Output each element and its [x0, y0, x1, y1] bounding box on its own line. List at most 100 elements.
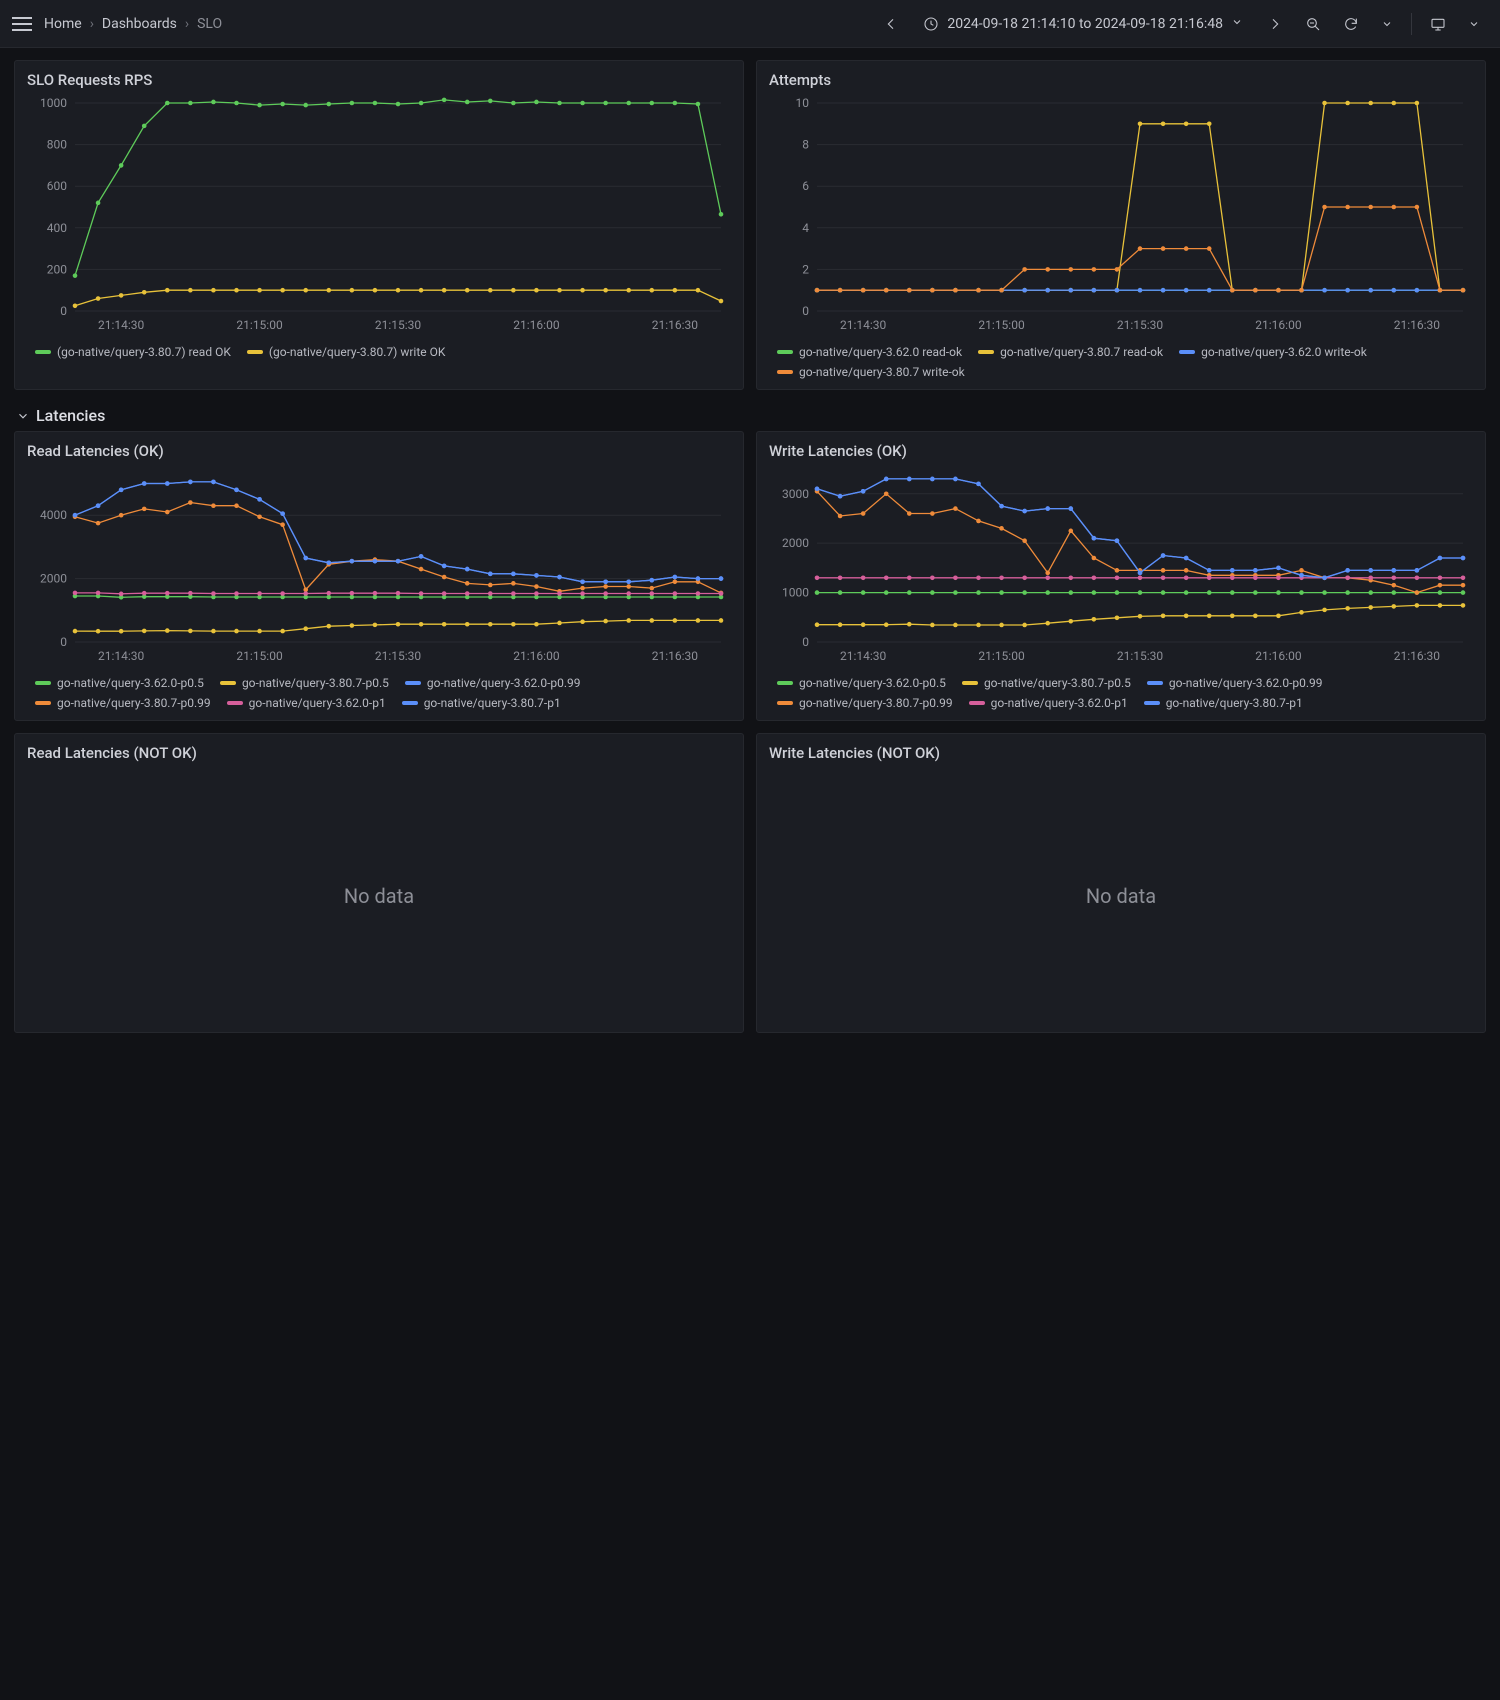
svg-text:21:16:00: 21:16:00	[1255, 318, 1302, 332]
legend-swatch	[247, 350, 263, 354]
legend-item[interactable]: go-native/query-3.80.7-p0.5	[220, 676, 389, 690]
svg-text:21:14:30: 21:14:30	[840, 649, 887, 663]
chart-write-latencies-ok[interactable]: 010002000300021:14:3021:15:0021:15:3021:…	[769, 466, 1473, 670]
time-controls: 2024-09-18 21:14:10 to 2024-09-18 21:16:…	[875, 8, 1488, 40]
legend-label: go-native/query-3.62.0-p0.5	[57, 676, 204, 690]
legend-label: go-native/query-3.80.7-p0.5	[242, 676, 389, 690]
legend-label: go-native/query-3.62.0-p0.99	[427, 676, 581, 690]
tv-mode-picker[interactable]	[1460, 10, 1488, 38]
legend-label: go-native/query-3.80.7-p0.99	[57, 696, 211, 710]
legend-item[interactable]: go-native/query-3.80.7 write-ok	[777, 365, 965, 379]
legend-item[interactable]: (go-native/query-3.80.7) write OK	[247, 345, 446, 359]
panel-read-latencies-not-ok[interactable]: Read Latencies (NOT OK) No data	[14, 733, 744, 1033]
svg-text:21:15:00: 21:15:00	[978, 318, 1025, 332]
section-toggle-latencies[interactable]: Latencies	[14, 402, 1486, 431]
legend-swatch	[969, 701, 985, 705]
svg-text:0: 0	[802, 635, 809, 649]
svg-text:2: 2	[802, 262, 809, 276]
legend-item[interactable]: go-native/query-3.62.0 read-ok	[777, 345, 962, 359]
time-range-label: 2024-09-18 21:14:10 to 2024-09-18 21:16:…	[947, 16, 1223, 32]
breadcrumb: Home › Dashboards › SLO	[44, 16, 222, 32]
legend-slo-rps: (go-native/query-3.80.7) read OK (go-nati…	[27, 339, 731, 361]
chart-slo-rps[interactable]: 0200400600800100021:14:3021:15:0021:15:3…	[27, 95, 731, 339]
svg-text:21:16:30: 21:16:30	[652, 318, 699, 332]
legend-item[interactable]: go-native/query-3.62.0-p1	[227, 696, 386, 710]
chart-read-latencies-ok[interactable]: 02000400021:14:3021:15:0021:15:3021:16:0…	[27, 466, 731, 670]
legend-swatch	[962, 681, 978, 685]
no-data-message: No data	[27, 768, 731, 1024]
panel-title: Write Latencies (OK)	[769, 442, 1473, 460]
svg-text:21:14:30: 21:14:30	[98, 318, 145, 332]
legend-item[interactable]: go-native/query-3.62.0-p1	[969, 696, 1128, 710]
svg-text:3000: 3000	[782, 487, 809, 501]
refresh-button[interactable]	[1335, 10, 1367, 38]
panel-slo-rps[interactable]: SLO Requests RPS 0200400600800100021:14:…	[14, 60, 744, 390]
legend-attempts: go-native/query-3.62.0 read-ok go-native/…	[769, 339, 1473, 381]
breadcrumb-current: SLO	[197, 16, 222, 32]
legend-item[interactable]: go-native/query-3.80.7-p1	[1144, 696, 1303, 710]
svg-text:21:15:30: 21:15:30	[375, 318, 422, 332]
legend-label: go-native/query-3.62.0-p0.99	[1169, 676, 1323, 690]
panel-attempts[interactable]: Attempts 024681021:14:3021:15:0021:15:30…	[756, 60, 1486, 390]
chart-attempts[interactable]: 024681021:14:3021:15:0021:15:3021:16:002…	[769, 95, 1473, 339]
legend-item[interactable]: go-native/query-3.62.0-p0.99	[405, 676, 581, 690]
svg-text:21:14:30: 21:14:30	[840, 318, 887, 332]
time-range-picker[interactable]: 2024-09-18 21:14:10 to 2024-09-18 21:16:…	[913, 8, 1253, 40]
legend-label: go-native/query-3.80.7-p1	[1166, 696, 1303, 710]
topbar: Home › Dashboards › SLO 2024-09-18 21:14…	[0, 0, 1500, 48]
svg-text:21:16:30: 21:16:30	[652, 649, 699, 663]
panel-title: Read Latencies (NOT OK)	[27, 744, 731, 762]
legend-swatch	[777, 701, 793, 705]
legend-item[interactable]: go-native/query-3.80.7 read-ok	[978, 345, 1163, 359]
legend-item[interactable]: (go-native/query-3.80.7) read OK	[35, 345, 231, 359]
legend-item[interactable]: go-native/query-3.80.7-p0.99	[35, 696, 211, 710]
svg-text:21:15:00: 21:15:00	[236, 318, 283, 332]
panel-write-latencies-ok[interactable]: Write Latencies (OK) 010002000300021:14:…	[756, 431, 1486, 721]
zoom-out-button[interactable]	[1297, 10, 1329, 38]
time-forward-button[interactable]	[1259, 10, 1291, 38]
legend-swatch	[35, 350, 51, 354]
svg-text:8: 8	[802, 138, 809, 152]
legend-label: (go-native/query-3.80.7) write OK	[269, 345, 446, 359]
svg-text:1000: 1000	[782, 586, 809, 600]
panel-read-latencies-ok[interactable]: Read Latencies (OK) 02000400021:14:3021:…	[14, 431, 744, 721]
legend-item[interactable]: go-native/query-3.62.0 write-ok	[1179, 345, 1367, 359]
legend-swatch	[777, 681, 793, 685]
legend-read-latencies-ok: go-native/query-3.62.0-p0.5 go-native/que…	[27, 670, 731, 712]
time-back-button[interactable]	[875, 10, 907, 38]
legend-item[interactable]: go-native/query-3.80.7-p0.99	[777, 696, 953, 710]
legend-swatch	[1144, 701, 1160, 705]
legend-swatch	[777, 350, 793, 354]
legend-item[interactable]: go-native/query-3.80.7-p0.5	[962, 676, 1131, 690]
svg-text:1000: 1000	[40, 96, 67, 110]
dashboard-body: SLO Requests RPS 0200400600800100021:14:…	[0, 48, 1500, 1057]
legend-item[interactable]: go-native/query-3.80.7-p1	[402, 696, 561, 710]
panel-title: Attempts	[769, 71, 1473, 89]
legend-item[interactable]: go-native/query-3.62.0-p0.99	[1147, 676, 1323, 690]
section-title: Latencies	[36, 406, 105, 425]
svg-text:21:15:00: 21:15:00	[236, 649, 283, 663]
legend-swatch	[220, 681, 236, 685]
legend-swatch	[35, 681, 51, 685]
svg-text:21:16:00: 21:16:00	[1255, 649, 1302, 663]
no-data-message: No data	[769, 768, 1473, 1024]
svg-text:200: 200	[47, 262, 67, 276]
svg-text:4: 4	[802, 221, 809, 235]
legend-label: go-native/query-3.80.7-p0.5	[984, 676, 1131, 690]
legend-write-latencies-ok: go-native/query-3.62.0-p0.5 go-native/que…	[769, 670, 1473, 712]
svg-text:21:15:30: 21:15:30	[375, 649, 422, 663]
legend-label: go-native/query-3.80.7 read-ok	[1000, 345, 1163, 359]
legend-item[interactable]: go-native/query-3.62.0-p0.5	[35, 676, 204, 690]
breadcrumb-home[interactable]: Home	[44, 16, 82, 32]
refresh-interval-picker[interactable]	[1373, 10, 1401, 38]
panel-write-latencies-not-ok[interactable]: Write Latencies (NOT OK) No data	[756, 733, 1486, 1033]
breadcrumb-dashboards[interactable]: Dashboards	[102, 16, 177, 32]
tv-mode-button[interactable]	[1422, 10, 1454, 38]
legend-label: (go-native/query-3.80.7) read OK	[57, 345, 231, 359]
menu-toggle[interactable]	[12, 17, 32, 31]
legend-item[interactable]: go-native/query-3.62.0-p0.5	[777, 676, 946, 690]
svg-text:21:14:30: 21:14:30	[98, 649, 145, 663]
legend-label: go-native/query-3.62.0-p1	[991, 696, 1128, 710]
legend-label: go-native/query-3.62.0 write-ok	[1201, 345, 1367, 359]
svg-text:21:15:00: 21:15:00	[978, 649, 1025, 663]
